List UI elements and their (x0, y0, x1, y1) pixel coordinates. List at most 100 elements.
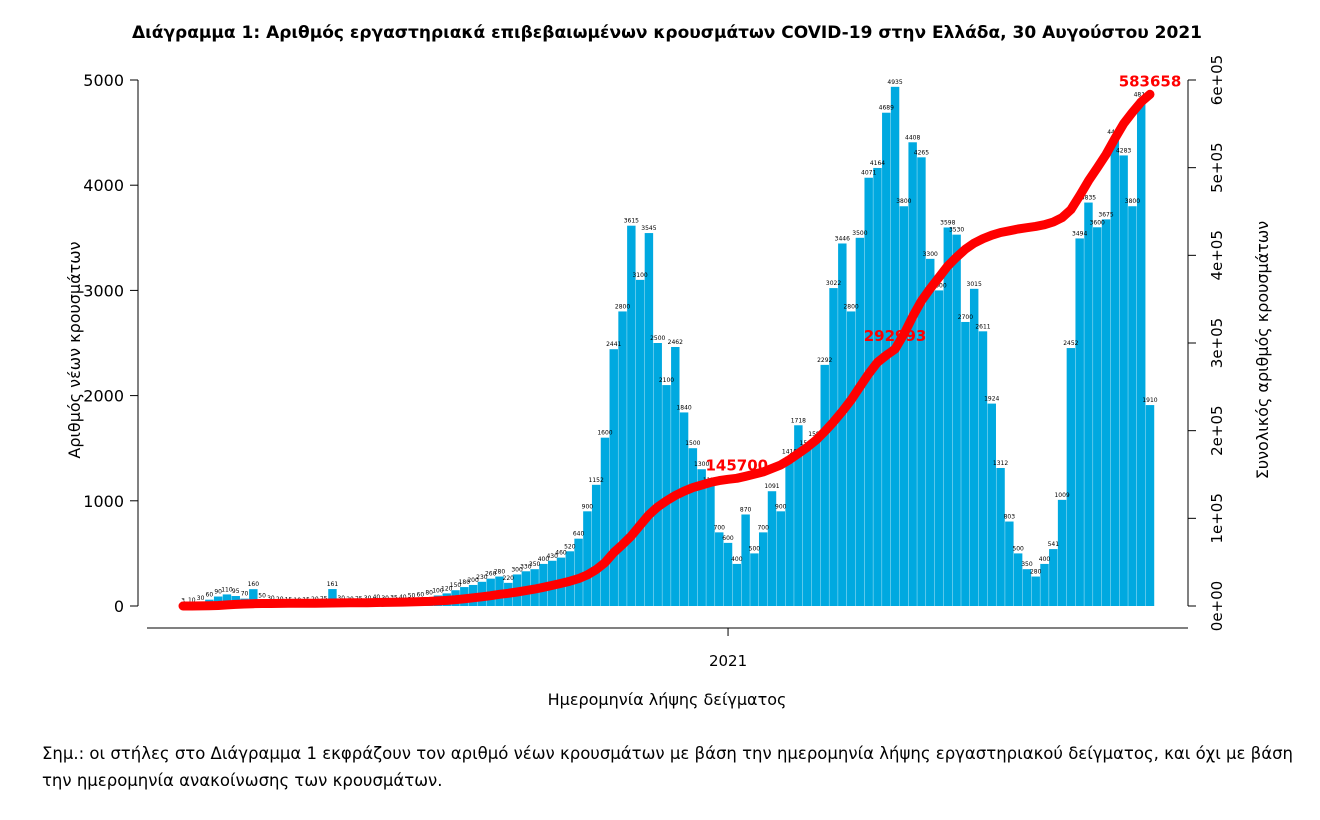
bar-value-label: 1600 (597, 430, 612, 437)
bar (758, 532, 768, 606)
bar-value-label: 1910 (1142, 397, 1157, 404)
bar-value-label: 3530 (949, 227, 964, 234)
y2-tick-label: 6e+05 (1208, 55, 1226, 105)
bar-value-label: 30 (337, 595, 345, 602)
bar-value-label: 1009 (1054, 492, 1069, 499)
bar (328, 589, 337, 606)
bar-value-label: 400 (1039, 556, 1051, 563)
bar-value-label: 3300 (923, 251, 938, 258)
bar (829, 288, 838, 606)
y2-tick-label: 3e+05 (1208, 318, 1226, 368)
bar-value-label: 2800 (843, 303, 858, 310)
y2-axis-label: Συνολικός αριθμός κρουσμάτων (1253, 221, 1272, 480)
bar (811, 439, 821, 606)
bar-value-label: 3615 (624, 218, 639, 225)
x-axis-label: Ημερομηνία λήψης δείγματος (548, 690, 787, 709)
bar (1022, 569, 1032, 606)
bar (846, 311, 856, 606)
bar-value-label: 3015 (967, 281, 982, 288)
bar-value-label: 330 (520, 563, 532, 570)
bar-value-label: 4071 (861, 170, 876, 177)
y-tick-label: 4000 (83, 176, 124, 195)
cumulative-label: 583658 (1119, 72, 1182, 90)
bar (609, 349, 618, 606)
bar-value-label: 700 (757, 524, 769, 531)
bar (776, 511, 786, 606)
bar-value-label: 500 (1012, 545, 1024, 552)
bar-value-label: 4689 (879, 105, 894, 112)
bar-value-label: 870 (740, 506, 752, 513)
y-tick-label: 0 (114, 597, 124, 616)
bar-value-label: 3022 (826, 280, 841, 287)
bar-value-label: 3 (181, 598, 185, 605)
bar-value-label: 600 (722, 535, 734, 542)
bar-value-label: 541 (1048, 541, 1060, 548)
bar-value-label: 260 (485, 571, 497, 578)
bar (952, 234, 961, 607)
bar-value-label: 460 (555, 550, 567, 557)
bar-value-label: 110 (221, 586, 233, 593)
bar-value-label: 2462 (668, 339, 683, 346)
bar (574, 538, 583, 606)
bar-value-label: 3494 (1072, 230, 1087, 237)
bar-value-label: 60 (206, 592, 214, 599)
bar-value-label: 40 (373, 594, 381, 601)
bar (671, 346, 680, 606)
bar (1031, 576, 1040, 606)
bar (600, 437, 610, 606)
bar (1005, 521, 1014, 606)
bar-value-label: 280 (494, 569, 506, 576)
bar (644, 233, 654, 607)
bar-value-label: 10 (188, 597, 196, 604)
bar-value-label: 30 (197, 595, 205, 602)
y2-tick-label: 1e+05 (1208, 493, 1226, 543)
bar-value-label: 2292 (817, 357, 832, 364)
bar-value-label: 2611 (975, 323, 990, 330)
cumulative-label: 292993 (864, 327, 927, 345)
bar (1136, 99, 1146, 606)
bar-value-label: 4935 (887, 79, 902, 86)
bar (864, 177, 873, 606)
bar-value-label: 120 (441, 585, 453, 592)
bar (1119, 155, 1128, 606)
bar-value-label: 3446 (835, 235, 850, 242)
bar-value-label: 280 (1030, 569, 1042, 576)
bar (961, 321, 970, 606)
bar-value-label: 900 (582, 503, 594, 510)
bar (723, 542, 733, 606)
bar (1057, 499, 1067, 606)
bar-value-label: 40 (399, 594, 407, 601)
bar-value-label: 1300 (694, 461, 709, 468)
y-tick-label: 3000 (83, 281, 124, 300)
bar-value-label: 3800 (1125, 198, 1140, 205)
bar-value-label: 2700 (958, 314, 973, 321)
bar (908, 142, 917, 607)
bar-value-label: 3600 (1090, 219, 1105, 226)
bar (794, 425, 803, 606)
bar (1128, 206, 1137, 607)
bar-value-label: 90 (214, 589, 222, 596)
bar (653, 343, 662, 606)
bar-value-label: 220 (503, 575, 515, 582)
bar (926, 258, 935, 606)
bar-value-label: 160 (248, 581, 260, 588)
bar (767, 491, 777, 606)
bar-value-label: 3800 (896, 198, 911, 205)
bar (715, 532, 724, 606)
bar (943, 227, 953, 606)
y-tick-label: 5000 (83, 71, 124, 90)
bar-value-label: 180 (459, 579, 471, 586)
bar-value-label: 1924 (984, 396, 999, 403)
bar-value-label: 350 (529, 561, 541, 568)
bar (688, 448, 698, 606)
bar-value-label: 230 (476, 574, 488, 581)
y2-tick-label: 0e+00 (1208, 581, 1226, 631)
bar-value-label: 1500 (685, 440, 700, 447)
bar-value-label: 1312 (993, 460, 1008, 467)
bar-value-label: 4164 (870, 160, 885, 167)
bar-value-label: 100 (432, 587, 444, 594)
bar (706, 484, 715, 606)
bar (855, 237, 865, 607)
bar-value-label: 95 (232, 588, 240, 595)
bar (741, 514, 750, 606)
